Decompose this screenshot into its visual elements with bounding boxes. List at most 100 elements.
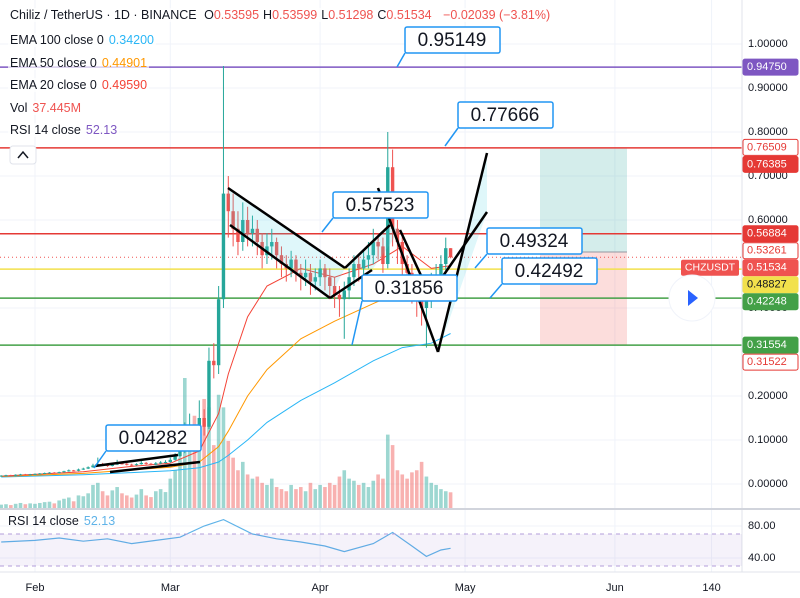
price-badge bbox=[742, 276, 799, 294]
x-tick-label: 140 bbox=[702, 582, 720, 594]
quote-value: 0.51534 bbox=[386, 8, 432, 22]
volume-bar bbox=[211, 445, 216, 508]
volume-bar bbox=[226, 440, 231, 508]
volume-bar bbox=[178, 457, 182, 508]
volume-bar bbox=[448, 492, 453, 508]
candle-body bbox=[125, 463, 129, 465]
volume-bar bbox=[154, 491, 158, 508]
button-frame bbox=[9, 145, 37, 165]
channel-fill bbox=[345, 225, 400, 270]
ema-line bbox=[1, 285, 451, 477]
quote-label: C bbox=[377, 8, 387, 22]
volume-bar bbox=[18, 502, 23, 508]
indicator-value: 52.13 bbox=[83, 514, 116, 528]
price-badge bbox=[742, 353, 799, 371]
volume-bar bbox=[23, 504, 28, 508]
callout-pointer bbox=[93, 450, 107, 469]
indicator-value: 0.49590 bbox=[101, 78, 148, 92]
candle-body bbox=[371, 241, 375, 256]
ema-line bbox=[1, 333, 451, 478]
scroll-to-realtime-button[interactable] bbox=[668, 274, 716, 322]
candle-body bbox=[154, 463, 158, 465]
y-tick-label: 0.90000 bbox=[748, 82, 788, 94]
volume-bar bbox=[28, 503, 32, 508]
volume-bar bbox=[57, 500, 61, 508]
volume-bar bbox=[149, 497, 153, 508]
volume-bar bbox=[76, 495, 81, 508]
volume-bar bbox=[303, 491, 308, 508]
callout-box bbox=[457, 101, 554, 129]
volume-bar bbox=[279, 489, 284, 508]
y-tick-label: 80.00 bbox=[748, 520, 776, 532]
trend-line bbox=[227, 186, 346, 270]
volume-bar bbox=[260, 482, 264, 508]
price-badge-label: 0.53261 bbox=[747, 245, 787, 257]
volume-bar bbox=[81, 496, 86, 508]
candle-body bbox=[318, 268, 322, 278]
play-icon bbox=[688, 290, 698, 306]
volume-bar bbox=[62, 498, 66, 508]
candle-body bbox=[270, 241, 274, 247]
volume-bar bbox=[274, 487, 279, 508]
candle-body bbox=[342, 290, 346, 300]
callout-pointer bbox=[351, 300, 363, 346]
collapse-button[interactable] bbox=[9, 145, 37, 165]
volume-bar bbox=[347, 478, 351, 508]
price-badge-label: 0.51534 bbox=[747, 262, 787, 274]
volume-bar bbox=[163, 492, 168, 508]
volume-bar bbox=[371, 480, 376, 508]
trend-line bbox=[344, 224, 391, 269]
candle-body bbox=[448, 248, 453, 258]
price-badge-label: 0.48827 bbox=[747, 279, 787, 291]
candle-body bbox=[303, 272, 308, 278]
price-badge bbox=[742, 58, 799, 76]
candle-body bbox=[279, 255, 284, 264]
callout-text: 0.42492 bbox=[515, 261, 584, 282]
y-tick-label: 0.20000 bbox=[748, 390, 788, 402]
callout-pointer bbox=[489, 283, 503, 299]
volume-bar bbox=[410, 472, 414, 508]
candle-body bbox=[129, 464, 134, 466]
indicator-name: EMA 20 close 0 bbox=[10, 78, 97, 92]
volume-bar bbox=[13, 503, 18, 508]
volume-bar bbox=[405, 478, 409, 508]
price-badge bbox=[742, 155, 799, 173]
price-badge bbox=[742, 259, 799, 277]
volume-bar bbox=[158, 489, 163, 508]
candle-body bbox=[236, 228, 240, 242]
volume-bar bbox=[376, 474, 380, 508]
price-badge-label: 0.42248 bbox=[747, 296, 787, 308]
volume-bar bbox=[298, 487, 303, 508]
candle-body bbox=[395, 228, 400, 242]
indicator-name: EMA 100 close 0 bbox=[10, 33, 104, 47]
y-tick-label: 0.10000 bbox=[748, 434, 788, 446]
candle-body bbox=[274, 241, 279, 256]
candle-body bbox=[216, 299, 221, 366]
indicator-name: Vol bbox=[10, 100, 28, 115]
candle-body bbox=[313, 277, 317, 282]
volume-bar bbox=[52, 503, 57, 508]
volume-bar bbox=[96, 482, 100, 508]
candle-body bbox=[294, 259, 298, 273]
volume-bar bbox=[318, 484, 322, 508]
candle-body bbox=[62, 471, 66, 473]
y-tick-label: 0.80000 bbox=[748, 126, 788, 138]
candle-body bbox=[241, 219, 245, 242]
volume-bar bbox=[429, 482, 434, 508]
candle-body bbox=[231, 211, 235, 229]
x-tick-label: Apr bbox=[312, 582, 329, 594]
candle-body bbox=[110, 464, 115, 466]
candle-body bbox=[168, 459, 173, 462]
indicator-value: 0.44901 bbox=[101, 55, 148, 70]
volume-bar bbox=[414, 470, 419, 508]
candle-body bbox=[357, 263, 361, 269]
volume-bar bbox=[313, 489, 318, 508]
trend-line bbox=[94, 453, 179, 468]
legend-row: EMA 50 close 0 0.44901 bbox=[8, 55, 150, 70]
volume-bar bbox=[100, 491, 105, 508]
price-badge-label: 0.56884 bbox=[747, 228, 787, 240]
chevron-icon bbox=[17, 150, 29, 159]
symbol-title: Chiliz / TetherUS · 1D · BINANCE bbox=[10, 8, 197, 22]
x-tick-label: Feb bbox=[26, 582, 45, 594]
volume-bar bbox=[86, 493, 90, 508]
